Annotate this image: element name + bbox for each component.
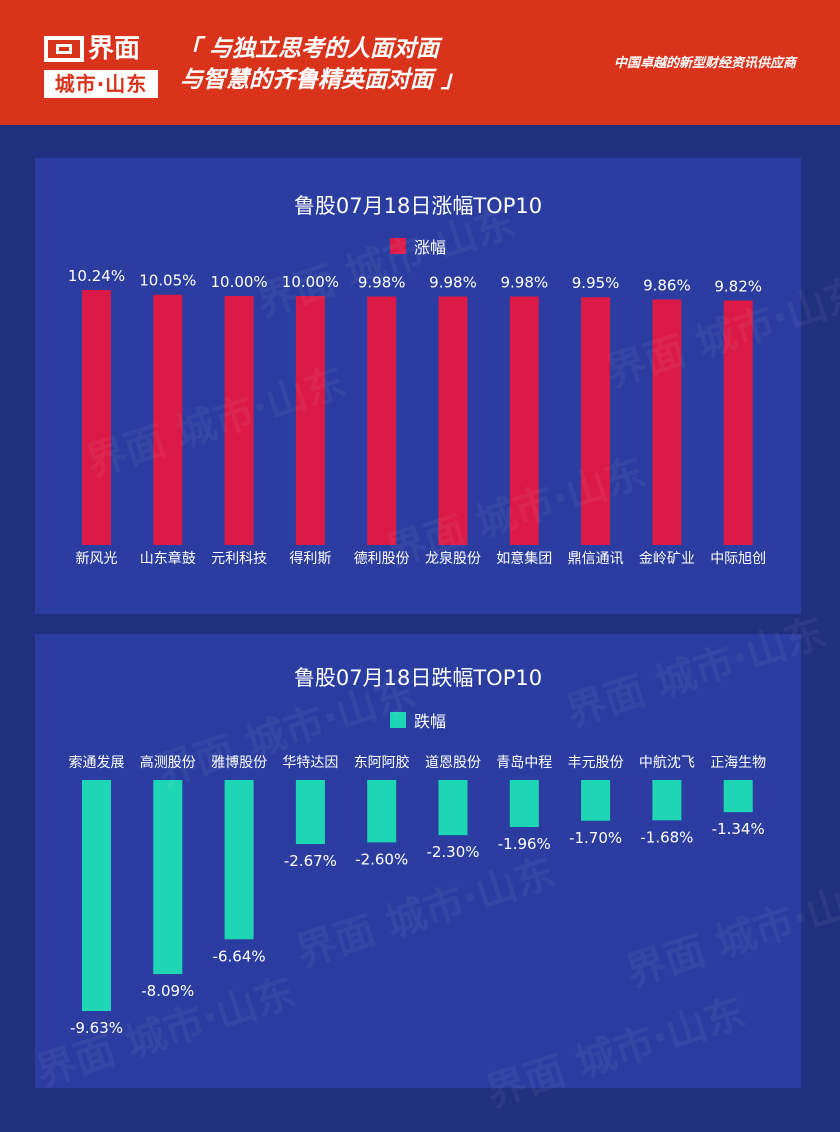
category-label-10: 正海生物: [710, 755, 766, 771]
data-label-8: 9.95%: [572, 274, 620, 292]
data-label-3: 10.00%: [210, 273, 267, 291]
bar-2: [153, 780, 183, 975]
data-label-10: 9.82%: [714, 277, 762, 295]
slogan-line-2: 与智慧的齐鲁精英面对面 」: [180, 67, 465, 93]
data-label-2: -8.09%: [141, 982, 194, 1000]
category-label-2: 高测股份: [140, 754, 196, 771]
legend-label: 跌幅: [414, 712, 446, 731]
slogan-line-1: 「 与独立思考的人面对面: [178, 36, 440, 62]
bar-5: [367, 780, 397, 843]
header-banner: 界面 城市·山东 「 与独立思考的人面对面 与智慧的齐鲁精英面对面 」 中国卓越…: [0, 0, 840, 125]
category-label-6: 龙泉股份: [425, 550, 481, 567]
data-label-1: 10.24%: [68, 267, 125, 285]
legend-swatch: [390, 238, 406, 254]
data-label-2: 10.05%: [139, 272, 196, 290]
bar-6: [438, 296, 468, 545]
legend-swatch: [390, 712, 406, 728]
legend-label: 涨幅: [414, 238, 446, 257]
data-label-5: -2.60%: [355, 850, 408, 868]
bar-6: [438, 780, 468, 836]
bar-8: [581, 297, 611, 545]
data-label-3: -6.64%: [213, 947, 266, 965]
bar-7: [509, 780, 539, 828]
data-label-1: -9.63%: [70, 1019, 123, 1037]
category-label-8: 丰元股份: [568, 755, 624, 771]
gain-chart-panel: 鲁股07月18日涨幅TOP10 涨幅 10.24% 新风光 10.05% 山东章鼓 10.0…: [35, 158, 801, 614]
bar-2: [153, 294, 183, 545]
bar-10: [723, 300, 753, 545]
loss-chart-panel: 鲁股07月18日跌幅TOP10 跌幅索通发展 -9.63% 高测股份 -8.09% 雅博股…: [35, 634, 801, 1088]
category-label-5: 东阿阿胶: [354, 754, 410, 771]
bar-3: [224, 295, 254, 545]
logo-subtext: 城市·山东: [44, 70, 158, 98]
category-label-4: 华特达因: [282, 755, 338, 771]
bar-1: [82, 780, 111, 1011]
category-label-10: 中际旭创: [710, 551, 766, 567]
category-label-6: 道恩股份: [425, 755, 481, 771]
data-label-6: -2.30%: [426, 843, 479, 861]
category-label-7: 青岛中程: [496, 755, 552, 771]
bar-3: [224, 780, 254, 940]
category-label-8: 鼎信通讯: [568, 551, 624, 567]
logo-mark-icon: [44, 36, 84, 62]
bar-7: [509, 296, 539, 545]
bar-10: [723, 780, 753, 813]
chart-title: 鲁股07月18日跌幅TOP10: [294, 666, 542, 690]
data-label-4: 10.00%: [282, 273, 339, 291]
bar-8: [581, 780, 611, 821]
bar-9: [652, 780, 682, 821]
tagline: 中国卓越的新型财经资讯供应商: [613, 56, 796, 71]
data-label-8: -1.70%: [569, 829, 622, 847]
data-label-7: 9.98%: [500, 273, 548, 291]
data-label-10: -1.34%: [712, 820, 765, 838]
category-label-4: 得利斯: [289, 550, 331, 567]
category-label-1: 索通发展: [69, 754, 125, 771]
brand-logo: 界面 城市·山东: [44, 32, 158, 98]
category-label-1: 新风光: [76, 551, 118, 567]
category-label-5: 德利股份: [354, 551, 410, 567]
data-label-7: -1.96%: [498, 835, 551, 853]
category-label-3: 元利科技: [211, 551, 267, 567]
data-label-6: 9.98%: [429, 273, 477, 291]
logo-text: 界面: [88, 34, 141, 64]
category-label-7: 如意集团: [496, 550, 552, 567]
category-label-9: 金岭矿业: [639, 551, 695, 567]
data-label-9: -1.68%: [640, 828, 693, 846]
bar-1: [82, 290, 111, 545]
bar-5: [367, 296, 397, 545]
chart-title: 鲁股07月18日涨幅TOP10: [294, 194, 542, 218]
category-label-3: 雅博股份: [211, 754, 267, 771]
gain-chart: 鲁股07月18日涨幅TOP10 涨幅 10.24% 新风光 10.05% 山东章鼓 10.0…: [68, 194, 766, 567]
slogan: 「 与独立思考的人面对面 与智慧的齐鲁精英面对面 」: [178, 34, 464, 96]
category-label-9: 中航沈飞: [639, 755, 695, 771]
bar-4: [295, 295, 325, 545]
data-label-9: 9.86%: [643, 276, 691, 294]
bar-9: [652, 299, 682, 545]
data-label-5: 9.98%: [358, 273, 406, 291]
bar-4: [295, 780, 325, 845]
category-label-2: 山东章鼓: [140, 550, 196, 567]
data-label-4: -2.67%: [284, 852, 337, 870]
